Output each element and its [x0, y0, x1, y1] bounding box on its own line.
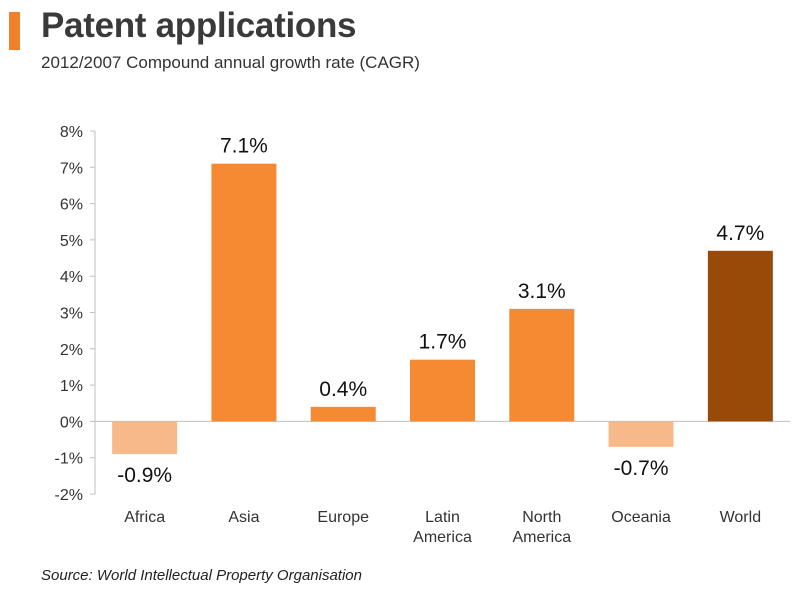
bar: [608, 421, 674, 447]
category-label: World: [720, 509, 762, 526]
data-label: -0.9%: [117, 464, 172, 487]
category-label: Europe: [317, 509, 369, 526]
y-tick-label: 2%: [60, 342, 83, 359]
y-tick-label: 7%: [60, 160, 83, 177]
y-tick-label: -2%: [55, 487, 83, 504]
bar: [211, 163, 277, 422]
y-tick-label: 5%: [60, 233, 83, 250]
y-tick-label: 0%: [60, 414, 83, 431]
data-label: 4.7%: [716, 222, 764, 245]
category-label: North America: [512, 509, 571, 546]
bar: [410, 359, 475, 422]
y-tick-label: 3%: [60, 306, 83, 323]
bar: [310, 406, 376, 422]
data-label: 1.7%: [419, 331, 467, 354]
y-tick-label: 4%: [60, 269, 83, 286]
title-accent-bar: [9, 12, 20, 50]
y-tick-label: 6%: [60, 197, 83, 214]
bar: [707, 250, 773, 422]
y-tick-label: 1%: [60, 378, 83, 395]
data-label: 0.4%: [319, 378, 367, 401]
data-label: 3.1%: [518, 280, 566, 303]
y-tick-label: -1%: [55, 451, 83, 468]
bar: [509, 308, 575, 422]
category-label: Africa: [124, 509, 165, 526]
y-tick-label: 8%: [60, 124, 83, 141]
source-note: Source: World Intellectual Property Orga…: [41, 567, 362, 584]
bar: [112, 421, 178, 455]
category-label: Oceania: [611, 509, 671, 526]
data-label: 7.1%: [220, 135, 268, 158]
data-label: -0.7%: [614, 457, 669, 480]
category-label: Asia: [228, 509, 259, 526]
chart-subtitle: 2012/2007 Compound annual growth rate (C…: [41, 53, 420, 72]
chart-title: Patent applications: [41, 6, 357, 45]
category-label: Latin America: [413, 509, 472, 546]
